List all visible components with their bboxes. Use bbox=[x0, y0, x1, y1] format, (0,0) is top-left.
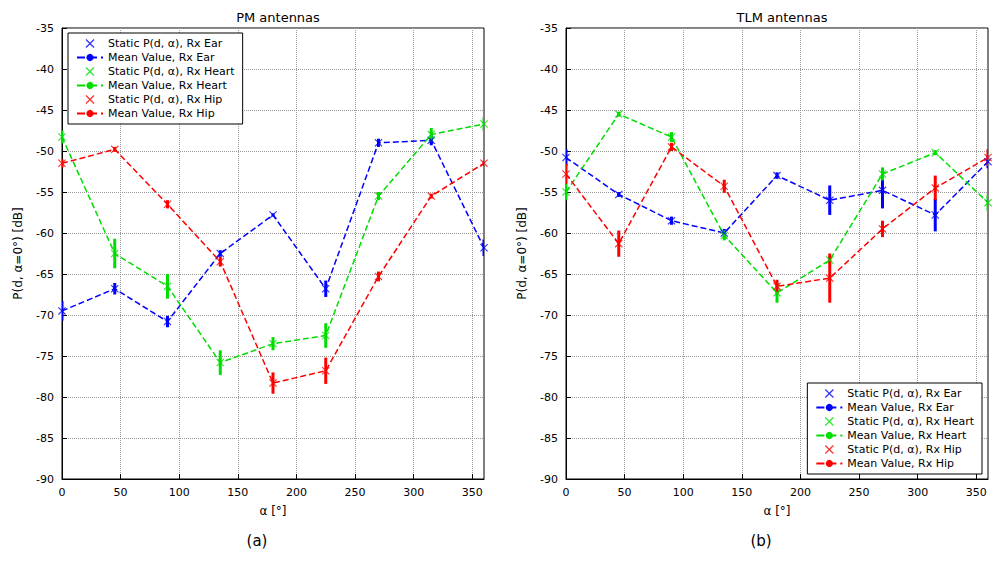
svg-text:-90: -90 bbox=[540, 473, 558, 486]
svg-text:Mean Value, Rx Heart: Mean Value, Rx Heart bbox=[847, 429, 967, 442]
svg-text:α [°]: α [°] bbox=[259, 504, 286, 518]
svg-text:-60: -60 bbox=[540, 227, 558, 240]
svg-text:-70: -70 bbox=[36, 309, 54, 322]
svg-text:150: 150 bbox=[731, 486, 752, 499]
svg-text:350: 350 bbox=[462, 486, 483, 499]
svg-text:-70: -70 bbox=[540, 309, 558, 322]
svg-text:-50: -50 bbox=[540, 145, 558, 158]
svg-text:-55: -55 bbox=[540, 186, 558, 199]
svg-text:-80: -80 bbox=[36, 391, 54, 404]
svg-text:-40: -40 bbox=[540, 63, 558, 76]
svg-text:50: 50 bbox=[114, 486, 128, 499]
svg-text:300: 300 bbox=[403, 486, 424, 499]
svg-text:150: 150 bbox=[227, 486, 248, 499]
svg-text:Static P(d, α), Rx Hip: Static P(d, α), Rx Hip bbox=[108, 93, 222, 106]
svg-text:(b): (b) bbox=[750, 532, 771, 550]
svg-text:-45: -45 bbox=[540, 104, 558, 117]
svg-text:-75: -75 bbox=[36, 350, 54, 363]
svg-text:Static P(d, α), Rx Heart: Static P(d, α), Rx Heart bbox=[108, 65, 235, 78]
svg-text:-80: -80 bbox=[540, 391, 558, 404]
svg-text:Static P(d, α), Rx Heart: Static P(d, α), Rx Heart bbox=[847, 415, 974, 428]
svg-text:Static P(d, α), Rx Ear: Static P(d, α), Rx Ear bbox=[108, 37, 223, 50]
svg-text:200: 200 bbox=[286, 486, 307, 499]
svg-text:-35: -35 bbox=[540, 22, 558, 35]
svg-text:-55: -55 bbox=[36, 186, 54, 199]
svg-text:-75: -75 bbox=[540, 350, 558, 363]
svg-text:300: 300 bbox=[907, 486, 928, 499]
svg-text:Mean Value, Rx Ear: Mean Value, Rx Ear bbox=[108, 51, 215, 64]
svg-text:Mean Value, Rx Ear: Mean Value, Rx Ear bbox=[847, 401, 954, 414]
svg-text:-60: -60 bbox=[36, 227, 54, 240]
svg-text:250: 250 bbox=[849, 486, 870, 499]
svg-text:Static P(d, α), Rx Ear: Static P(d, α), Rx Ear bbox=[847, 387, 962, 400]
svg-text:50: 50 bbox=[618, 486, 632, 499]
svg-text:200: 200 bbox=[790, 486, 811, 499]
svg-text:-50: -50 bbox=[36, 145, 54, 158]
svg-text:350: 350 bbox=[966, 486, 987, 499]
svg-text:P(d, α=0°) [dB]: P(d, α=0°) [dB] bbox=[11, 207, 25, 299]
svg-text:-65: -65 bbox=[540, 268, 558, 281]
svg-text:Mean Value, Rx Hip: Mean Value, Rx Hip bbox=[847, 457, 954, 470]
svg-text:-65: -65 bbox=[36, 268, 54, 281]
svg-text:-85: -85 bbox=[540, 432, 558, 445]
svg-text:(a): (a) bbox=[247, 532, 268, 550]
svg-text:-85: -85 bbox=[36, 432, 54, 445]
svg-text:100: 100 bbox=[673, 486, 694, 499]
svg-text:α [°]: α [°] bbox=[763, 504, 790, 518]
svg-text:-45: -45 bbox=[36, 104, 54, 117]
svg-text:TLM antennas: TLM antennas bbox=[735, 10, 827, 25]
svg-text:100: 100 bbox=[169, 486, 190, 499]
svg-text:Static P(d, α), Rx Hip: Static P(d, α), Rx Hip bbox=[847, 443, 961, 456]
svg-text:P(d, α=0°) [dB]: P(d, α=0°) [dB] bbox=[515, 207, 529, 299]
svg-text:-90: -90 bbox=[36, 473, 54, 486]
svg-text:250: 250 bbox=[345, 486, 366, 499]
svg-text:Mean Value, Rx Heart: Mean Value, Rx Heart bbox=[108, 79, 228, 92]
svg-text:PM antennas: PM antennas bbox=[236, 10, 320, 25]
svg-text:0: 0 bbox=[563, 486, 570, 499]
svg-text:-40: -40 bbox=[36, 63, 54, 76]
svg-text:-35: -35 bbox=[36, 22, 54, 35]
svg-text:Mean Value, Rx Hip: Mean Value, Rx Hip bbox=[108, 107, 215, 120]
svg-text:0: 0 bbox=[59, 486, 66, 499]
